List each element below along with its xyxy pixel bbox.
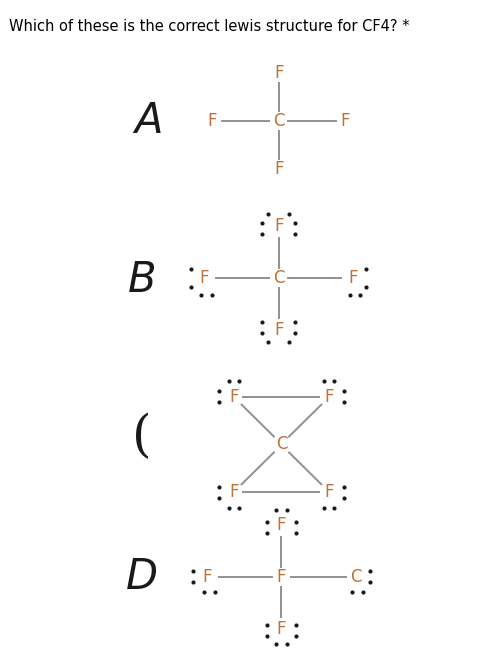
- Text: D: D: [126, 556, 158, 598]
- Text: F: F: [203, 568, 212, 586]
- Text: F: F: [274, 218, 283, 235]
- Text: B: B: [127, 259, 156, 301]
- Text: F: F: [274, 321, 283, 339]
- Text: Which of these is the correct lewis structure for CF4? *: Which of these is the correct lewis stru…: [9, 19, 410, 34]
- Text: A: A: [134, 100, 163, 142]
- Text: C: C: [273, 112, 284, 130]
- Text: C: C: [276, 435, 287, 454]
- Text: F: F: [229, 483, 239, 502]
- Text: (: (: [132, 413, 152, 462]
- Text: F: F: [207, 112, 217, 130]
- Text: F: F: [277, 516, 286, 534]
- Text: F: F: [229, 388, 239, 406]
- Text: F: F: [274, 159, 283, 178]
- Text: F: F: [277, 619, 286, 638]
- Text: F: F: [324, 483, 334, 502]
- Text: F: F: [277, 568, 286, 586]
- Text: F: F: [340, 112, 350, 130]
- Text: C: C: [350, 568, 361, 586]
- Text: F: F: [200, 269, 209, 287]
- Text: F: F: [348, 269, 358, 287]
- Text: F: F: [274, 64, 283, 82]
- Text: C: C: [273, 269, 284, 287]
- Text: F: F: [324, 388, 334, 406]
